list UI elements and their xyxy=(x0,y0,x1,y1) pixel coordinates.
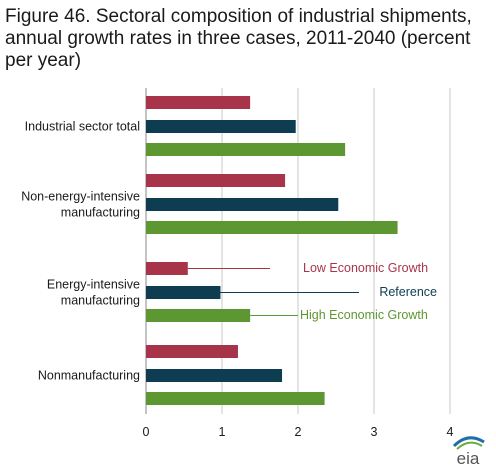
category-label: manufacturing xyxy=(61,294,140,308)
x-tick-label: 2 xyxy=(295,425,302,439)
category-label: Industrial sector total xyxy=(25,120,140,134)
category-label: Nonmanufacturing xyxy=(38,369,140,383)
bar xyxy=(146,174,286,187)
category-labels: Industrial sector total Non-energy-intens… xyxy=(21,120,140,383)
bar xyxy=(146,262,188,275)
bar xyxy=(146,120,296,133)
bar xyxy=(146,369,283,382)
category-label: Non-energy-intensive xyxy=(21,190,140,204)
bar xyxy=(146,345,238,358)
bars xyxy=(146,96,398,405)
series-label: Low Economic Growth xyxy=(303,261,428,275)
eia-logo: eia xyxy=(452,436,485,468)
x-tick-label: 0 xyxy=(143,425,150,439)
x-tick-label: 4 xyxy=(447,425,454,439)
bar xyxy=(146,309,251,322)
category-label: Energy-intensive xyxy=(47,278,140,292)
bar xyxy=(146,143,346,156)
bar xyxy=(146,286,221,299)
bar xyxy=(146,198,339,211)
bar xyxy=(146,392,325,405)
eia-logo-text: eia xyxy=(457,449,480,468)
gridlines xyxy=(145,88,451,414)
series-label: High Economic Growth xyxy=(300,308,428,322)
chart-title: Figure 46. Sectoral composition of indus… xyxy=(5,6,472,71)
category-label: manufacturing xyxy=(61,206,140,220)
x-tick-labels: 0 1 2 3 4 xyxy=(143,425,454,439)
bar xyxy=(146,221,398,234)
x-tick-label: 1 xyxy=(219,425,226,439)
series-annotations: Low Economic Growth Reference High Economi… xyxy=(187,261,437,322)
x-tick-label: 3 xyxy=(371,425,378,439)
bar xyxy=(146,96,251,109)
series-label: Reference xyxy=(379,285,437,299)
